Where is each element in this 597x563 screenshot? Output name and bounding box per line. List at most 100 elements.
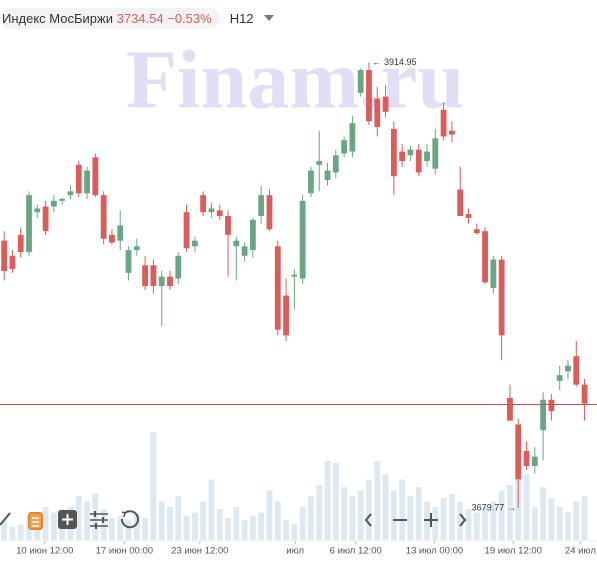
candle-body xyxy=(283,295,289,336)
x-tick-label: 23 июн 12:00 xyxy=(171,546,228,557)
candle-body xyxy=(117,225,124,241)
volume-bar xyxy=(125,520,132,540)
timeframe-dropdown[interactable] xyxy=(263,15,274,21)
candle-body xyxy=(548,399,555,412)
candle-body xyxy=(457,189,464,216)
notes-icon[interactable] xyxy=(28,512,43,530)
x-tick-label: 13 июл 00:00 xyxy=(406,546,463,557)
candle-body xyxy=(440,109,447,137)
volume-bar xyxy=(432,507,439,540)
arrow: ← xyxy=(372,57,381,67)
candle-body xyxy=(133,246,140,251)
candle-body xyxy=(59,198,66,201)
volume-bar xyxy=(109,518,115,540)
candle-body xyxy=(357,70,364,93)
candle-body xyxy=(581,384,588,404)
volume-bar xyxy=(465,509,472,540)
reset-icon[interactable] xyxy=(120,510,139,529)
volume-bar xyxy=(374,460,381,540)
volume-bar xyxy=(233,507,240,540)
scroll-left[interactable] xyxy=(364,513,372,527)
candle-body xyxy=(158,276,165,287)
volume-bar xyxy=(366,479,372,540)
candle-body xyxy=(424,151,430,162)
volume-bar xyxy=(581,496,588,540)
candle-body xyxy=(233,240,240,247)
candle-body xyxy=(258,195,265,216)
volume-bar xyxy=(316,485,323,540)
volume-bar xyxy=(457,501,464,540)
x-tick-label: июл xyxy=(286,546,304,557)
volume-bar xyxy=(415,487,422,540)
x-tick-label: 19 июл 12:00 xyxy=(485,546,542,557)
candle-body xyxy=(150,265,157,287)
last-price: 3734.54 xyxy=(116,10,164,26)
arrow: → xyxy=(507,503,516,513)
candle-body xyxy=(366,70,372,122)
candle-body xyxy=(17,234,24,252)
candle-body xyxy=(241,246,248,256)
volume-bar xyxy=(75,496,82,540)
x-tick-label: 17 июн 00:00 xyxy=(96,546,153,557)
volume-bar xyxy=(258,512,265,540)
volume-bar xyxy=(249,515,256,540)
volume-bar xyxy=(448,493,455,540)
zoom-in[interactable] xyxy=(424,513,438,527)
candle-body xyxy=(208,208,215,213)
candle-body xyxy=(473,229,480,234)
volume-bar xyxy=(100,509,107,540)
candle-body xyxy=(349,123,356,152)
volume-bar xyxy=(299,507,306,540)
timeframe[interactable]: H12 xyxy=(229,10,254,26)
candle-body xyxy=(249,219,256,251)
candle-body xyxy=(407,149,414,156)
volume-bar xyxy=(175,496,182,540)
volume-bar xyxy=(158,501,165,540)
candle-body xyxy=(498,259,505,336)
volume-bar xyxy=(349,496,356,540)
candle-body xyxy=(556,375,563,381)
volume-bar xyxy=(225,518,231,540)
candle-body xyxy=(50,200,57,207)
candle-body xyxy=(75,164,82,194)
volume-bar xyxy=(1,520,8,540)
x-tick-label: 6 июл 12:00 xyxy=(330,546,382,557)
volume-bar xyxy=(216,509,223,540)
candle-body xyxy=(84,170,90,194)
high-label: 3914.95 xyxy=(384,57,417,67)
volume-bar xyxy=(117,515,124,540)
candle-body xyxy=(523,450,530,467)
volume-bar xyxy=(208,479,215,540)
volume-bar xyxy=(183,515,190,540)
low-label: 3679.77 xyxy=(472,503,505,513)
volume-bar xyxy=(382,474,389,540)
candle-body xyxy=(92,157,99,196)
ticker[interactable]: Индекс МосБиржи 3734.54 −0.53% xyxy=(0,7,220,29)
volume-bar xyxy=(523,474,530,540)
candle-body xyxy=(125,250,132,273)
volume-bar xyxy=(556,507,563,540)
volume-bar xyxy=(565,512,571,540)
candle-body xyxy=(274,246,281,330)
volume-bar xyxy=(84,501,90,540)
candle-body xyxy=(34,208,41,213)
volume-bar xyxy=(341,487,348,540)
volume-bar xyxy=(357,490,364,540)
candle-body xyxy=(167,276,173,287)
volume-bar xyxy=(266,490,273,540)
candle-body xyxy=(1,240,8,271)
candle-body xyxy=(26,195,32,252)
volume-bar xyxy=(498,490,505,540)
settings-icon[interactable] xyxy=(90,513,108,527)
volume-bar xyxy=(548,498,555,540)
volume-bar xyxy=(332,463,339,540)
candle-body xyxy=(341,140,348,154)
candle-body xyxy=(448,130,455,135)
candle-body xyxy=(390,128,397,177)
scroll-right[interactable] xyxy=(459,513,467,527)
volume-bar xyxy=(531,507,538,540)
candle-body xyxy=(507,397,513,421)
x-tick-label: 24 июл xyxy=(565,546,596,557)
pencil-icon[interactable] xyxy=(0,512,11,526)
